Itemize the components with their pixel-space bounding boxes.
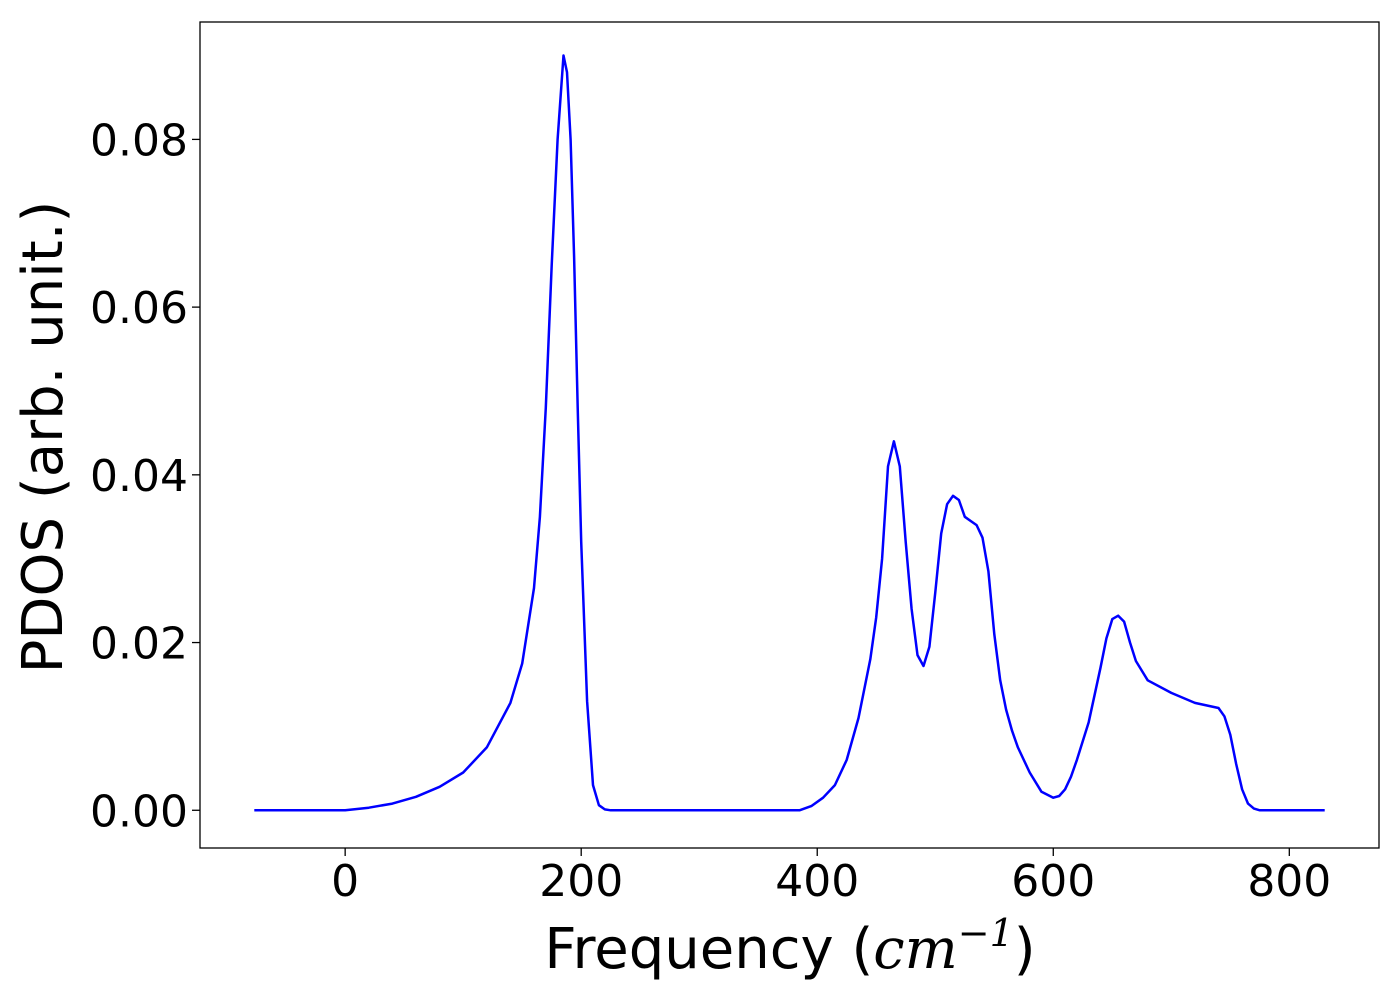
y-tick-label: 0.06 <box>90 283 188 334</box>
x-tick-label: 600 <box>1011 856 1095 907</box>
x-tick-label: 400 <box>775 856 859 907</box>
y-tick-label: 0.08 <box>90 115 188 166</box>
pdos-series-line <box>254 54 1325 812</box>
x-tick-label: 800 <box>1247 856 1331 907</box>
y-tick-label: 0.04 <box>90 451 188 502</box>
y-ticks: 0.00 0.02 0.04 0.06 0.08 <box>90 115 200 837</box>
plot-frame <box>199 21 1380 849</box>
y-tick-label: 0.02 <box>90 619 188 670</box>
x-tick-label: 200 <box>539 856 623 907</box>
y-tick-label: 0.00 <box>90 786 188 837</box>
x-ticks: 0 200 400 600 800 <box>331 848 1331 907</box>
y-axis-label: PDOS (arb. unit.) <box>11 201 76 674</box>
x-axis-label: Frequency (cm−1) <box>544 911 1035 982</box>
x-tick-label: 0 <box>331 856 359 907</box>
